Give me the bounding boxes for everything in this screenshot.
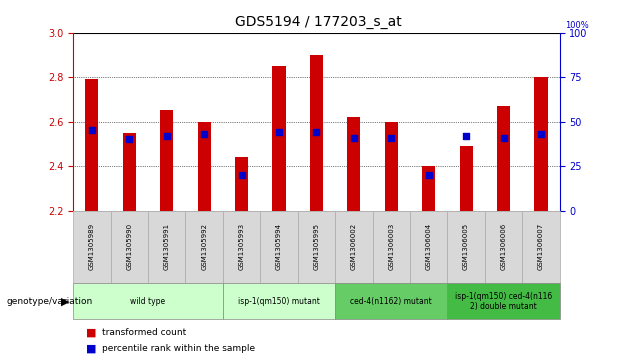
Text: GSM1305989: GSM1305989 bbox=[89, 223, 95, 270]
Bar bbox=[373, 211, 410, 283]
Text: GSM1306002: GSM1306002 bbox=[351, 223, 357, 270]
Point bbox=[199, 131, 209, 137]
Point bbox=[349, 135, 359, 140]
Text: GSM1305991: GSM1305991 bbox=[163, 223, 170, 270]
Bar bbox=[148, 211, 186, 283]
Bar bbox=[410, 211, 447, 283]
Bar bbox=[73, 283, 223, 319]
Bar bbox=[522, 211, 560, 283]
Text: GSM1306005: GSM1306005 bbox=[463, 223, 469, 270]
Point bbox=[124, 136, 134, 142]
Text: ced-4(n1162) mutant: ced-4(n1162) mutant bbox=[350, 297, 432, 306]
Bar bbox=[335, 211, 373, 283]
Point bbox=[499, 135, 509, 140]
Text: GSM1305992: GSM1305992 bbox=[201, 223, 207, 270]
Bar bbox=[447, 283, 560, 319]
Point bbox=[312, 129, 321, 135]
Text: transformed count: transformed count bbox=[102, 328, 186, 337]
Bar bbox=[272, 66, 286, 211]
Bar bbox=[422, 166, 435, 211]
Point bbox=[424, 172, 434, 178]
Bar bbox=[223, 283, 335, 319]
Bar bbox=[73, 211, 111, 283]
Point bbox=[274, 129, 284, 135]
Bar bbox=[111, 211, 148, 283]
Point bbox=[237, 172, 247, 178]
Bar bbox=[298, 211, 335, 283]
Text: genotype/variation: genotype/variation bbox=[6, 297, 93, 306]
Point bbox=[461, 133, 471, 139]
Point bbox=[386, 135, 396, 140]
Point bbox=[86, 128, 97, 134]
Bar bbox=[198, 122, 211, 211]
Text: ■: ■ bbox=[86, 327, 97, 337]
Text: GSM1305993: GSM1305993 bbox=[238, 223, 245, 270]
Text: percentile rank within the sample: percentile rank within the sample bbox=[102, 344, 255, 353]
Bar bbox=[310, 55, 323, 211]
Text: GSM1305990: GSM1305990 bbox=[127, 223, 132, 270]
Bar bbox=[497, 106, 510, 211]
Bar bbox=[260, 211, 298, 283]
Bar bbox=[186, 211, 223, 283]
Text: GSM1305995: GSM1305995 bbox=[314, 223, 319, 270]
Text: GSM1306006: GSM1306006 bbox=[501, 223, 506, 270]
Text: GSM1306004: GSM1306004 bbox=[425, 223, 432, 270]
Text: GSM1306007: GSM1306007 bbox=[538, 223, 544, 270]
Text: isp-1(qm150) mutant: isp-1(qm150) mutant bbox=[238, 297, 320, 306]
Bar bbox=[534, 77, 548, 211]
Text: 100%: 100% bbox=[565, 21, 589, 30]
Point bbox=[162, 133, 172, 139]
Bar bbox=[235, 157, 248, 211]
Text: GSM1305994: GSM1305994 bbox=[276, 223, 282, 270]
Bar bbox=[123, 133, 136, 211]
Bar bbox=[160, 110, 173, 211]
Text: GDS5194 / 177203_s_at: GDS5194 / 177203_s_at bbox=[235, 15, 401, 29]
Bar bbox=[347, 117, 361, 211]
Text: isp-1(qm150) ced-4(n116
2) double mutant: isp-1(qm150) ced-4(n116 2) double mutant bbox=[455, 291, 552, 311]
Text: ▶: ▶ bbox=[61, 296, 70, 306]
Bar bbox=[223, 211, 260, 283]
Text: wild type: wild type bbox=[130, 297, 165, 306]
Bar bbox=[485, 211, 522, 283]
Bar bbox=[447, 211, 485, 283]
Bar bbox=[460, 146, 473, 211]
Point bbox=[536, 131, 546, 137]
Bar bbox=[335, 283, 447, 319]
Bar bbox=[85, 79, 99, 211]
Text: GSM1306003: GSM1306003 bbox=[388, 223, 394, 270]
Text: ■: ■ bbox=[86, 343, 97, 354]
Bar bbox=[385, 122, 398, 211]
